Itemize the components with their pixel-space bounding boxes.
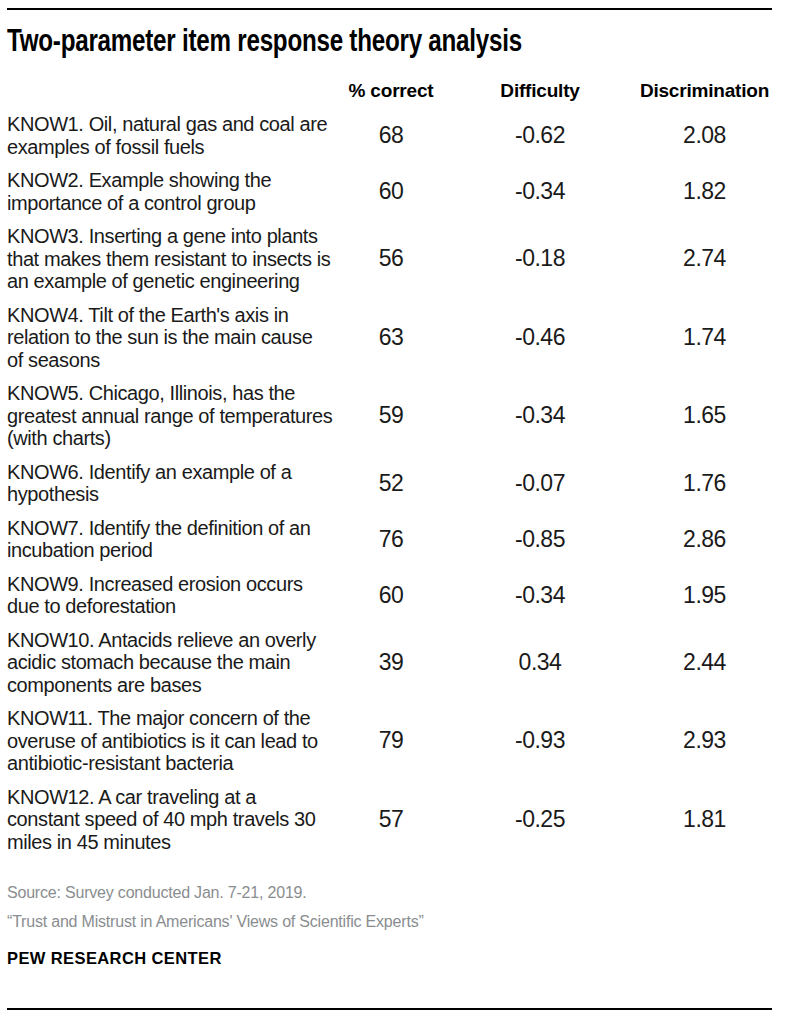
table-row: KNOW1. Oil, natural gas and coal are exa…: [7, 108, 772, 164]
question-cell: KNOW3. Inserting a gene into plants that…: [7, 220, 339, 299]
question-cell: KNOW1. Oil, natural gas and coal are exa…: [7, 108, 339, 164]
question-cell: KNOW10. Antacids relieve an overly acidi…: [7, 624, 339, 703]
discrimination-cell: 1.95: [637, 568, 772, 624]
table-row: KNOW12. A car traveling at a constant sp…: [7, 781, 772, 860]
percent-correct-cell: 56: [339, 220, 443, 299]
question-cell: KNOW4. Tilt of the Earth's axis in relat…: [7, 299, 339, 378]
percent-correct-cell: 52: [339, 456, 443, 512]
table-row: KNOW4. Tilt of the Earth's axis in relat…: [7, 299, 772, 378]
discrimination-cell: 2.08: [637, 108, 772, 164]
difficulty-cell: -0.18: [443, 220, 637, 299]
question-cell: KNOW12. A car traveling at a constant sp…: [7, 781, 339, 860]
discrimination-cell: 1.74: [637, 299, 772, 378]
pew-research-center-wordmark: PEW RESEARCH CENTER: [7, 949, 795, 968]
top-rule: [7, 8, 772, 10]
irt-analysis-table: % correct Difficulty Discrimination KNOW…: [7, 80, 772, 859]
difficulty-cell: -0.25: [443, 781, 637, 860]
difficulty-cell: 0.34: [443, 624, 637, 703]
question-column-header: [7, 80, 339, 108]
report-title-line: “Trust and Mistrust in Americans' Views …: [7, 910, 795, 933]
difficulty-cell: -0.34: [443, 568, 637, 624]
difficulty-cell: -0.07: [443, 456, 637, 512]
table-row: KNOW11. The major concern of the overuse…: [7, 702, 772, 781]
percent-correct-cell: 79: [339, 702, 443, 781]
difficulty-cell: -0.85: [443, 512, 637, 568]
discrimination-cell: 1.81: [637, 781, 772, 860]
discrimination-cell: 1.82: [637, 164, 772, 220]
difficulty-cell: -0.93: [443, 702, 637, 781]
table-row: KNOW6. Identify an example of a hypothes…: [7, 456, 772, 512]
question-cell: KNOW5. Chicago, Illinois, has the greate…: [7, 377, 339, 456]
percent-correct-cell: 60: [339, 568, 443, 624]
question-cell: KNOW9. Increased erosion occurs due to d…: [7, 568, 339, 624]
bottom-rule: [7, 1008, 772, 1010]
question-cell: KNOW6. Identify an example of a hypothes…: [7, 456, 339, 512]
difficulty-cell: -0.34: [443, 377, 637, 456]
percent-correct-cell: 59: [339, 377, 443, 456]
page-title: Two-parameter item response theory analy…: [7, 24, 622, 58]
difficulty-column-header: Difficulty: [443, 80, 637, 108]
question-cell: KNOW2. Example showing the importance of…: [7, 164, 339, 220]
table-row: KNOW7. Identify the definition of an inc…: [7, 512, 772, 568]
header-row: % correct Difficulty Discrimination: [7, 80, 772, 108]
difficulty-cell: -0.34: [443, 164, 637, 220]
percent-correct-cell: 63: [339, 299, 443, 378]
discrimination-cell: 2.86: [637, 512, 772, 568]
table-row: KNOW10. Antacids relieve an overly acidi…: [7, 624, 772, 703]
percent-correct-cell: 60: [339, 164, 443, 220]
source-line: Source: Survey conducted Jan. 7-21, 2019…: [7, 881, 795, 904]
percent-correct-cell: 76: [339, 512, 443, 568]
pew-figure: Two-parameter item response theory analy…: [0, 0, 802, 1023]
percent-correct-cell: 39: [339, 624, 443, 703]
difficulty-cell: -0.46: [443, 299, 637, 378]
discrimination-cell: 1.76: [637, 456, 772, 512]
discrimination-cell: 2.74: [637, 220, 772, 299]
discrimination-cell: 2.44: [637, 624, 772, 703]
table-row: KNOW9. Increased erosion occurs due to d…: [7, 568, 772, 624]
percent-correct-cell: 57: [339, 781, 443, 860]
discrimination-cell: 2.93: [637, 702, 772, 781]
figure-footer: Source: Survey conducted Jan. 7-21, 2019…: [7, 881, 795, 968]
percent-correct-column-header: % correct: [339, 80, 443, 108]
question-cell: KNOW7. Identify the definition of an inc…: [7, 512, 339, 568]
table-row: KNOW5. Chicago, Illinois, has the greate…: [7, 377, 772, 456]
percent-correct-cell: 68: [339, 108, 443, 164]
question-cell: KNOW11. The major concern of the overuse…: [7, 702, 339, 781]
table-row: KNOW3. Inserting a gene into plants that…: [7, 220, 772, 299]
table-row: KNOW2. Example showing the importance of…: [7, 164, 772, 220]
difficulty-cell: -0.62: [443, 108, 637, 164]
discrimination-cell: 1.65: [637, 377, 772, 456]
discrimination-column-header: Discrimination: [637, 80, 772, 108]
